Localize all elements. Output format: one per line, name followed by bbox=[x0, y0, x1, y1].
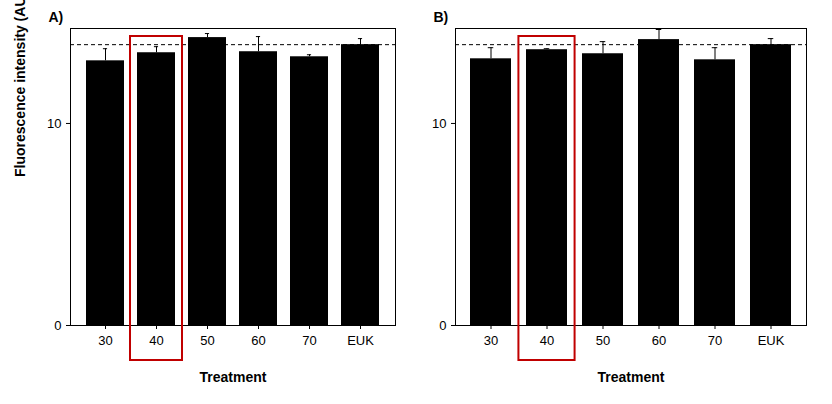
svg-text:70: 70 bbox=[708, 333, 722, 348]
svg-text:B): B) bbox=[434, 9, 449, 25]
svg-text:60: 60 bbox=[251, 333, 265, 348]
svg-text:30: 30 bbox=[98, 333, 112, 348]
svg-text:A): A) bbox=[49, 9, 64, 25]
svg-text:40: 40 bbox=[149, 333, 163, 348]
svg-text:EUK: EUK bbox=[347, 333, 374, 348]
svg-text:10: 10 bbox=[432, 116, 446, 131]
svg-text:40: 40 bbox=[540, 333, 554, 348]
svg-text:Treatment: Treatment bbox=[598, 369, 665, 385]
svg-text:50: 50 bbox=[596, 333, 610, 348]
svg-text:0: 0 bbox=[439, 318, 446, 333]
svg-text:0: 0 bbox=[54, 318, 61, 333]
svg-text:Fluorescence intensity (AU): Fluorescence intensity (AU) bbox=[12, 0, 28, 177]
svg-text:60: 60 bbox=[652, 333, 666, 348]
svg-text:EUK: EUK bbox=[758, 333, 785, 348]
svg-text:50: 50 bbox=[200, 333, 214, 348]
svg-text:70: 70 bbox=[302, 333, 316, 348]
svg-text:30: 30 bbox=[484, 333, 498, 348]
svg-text:10: 10 bbox=[47, 116, 61, 131]
svg-text:Treatment: Treatment bbox=[200, 369, 267, 385]
